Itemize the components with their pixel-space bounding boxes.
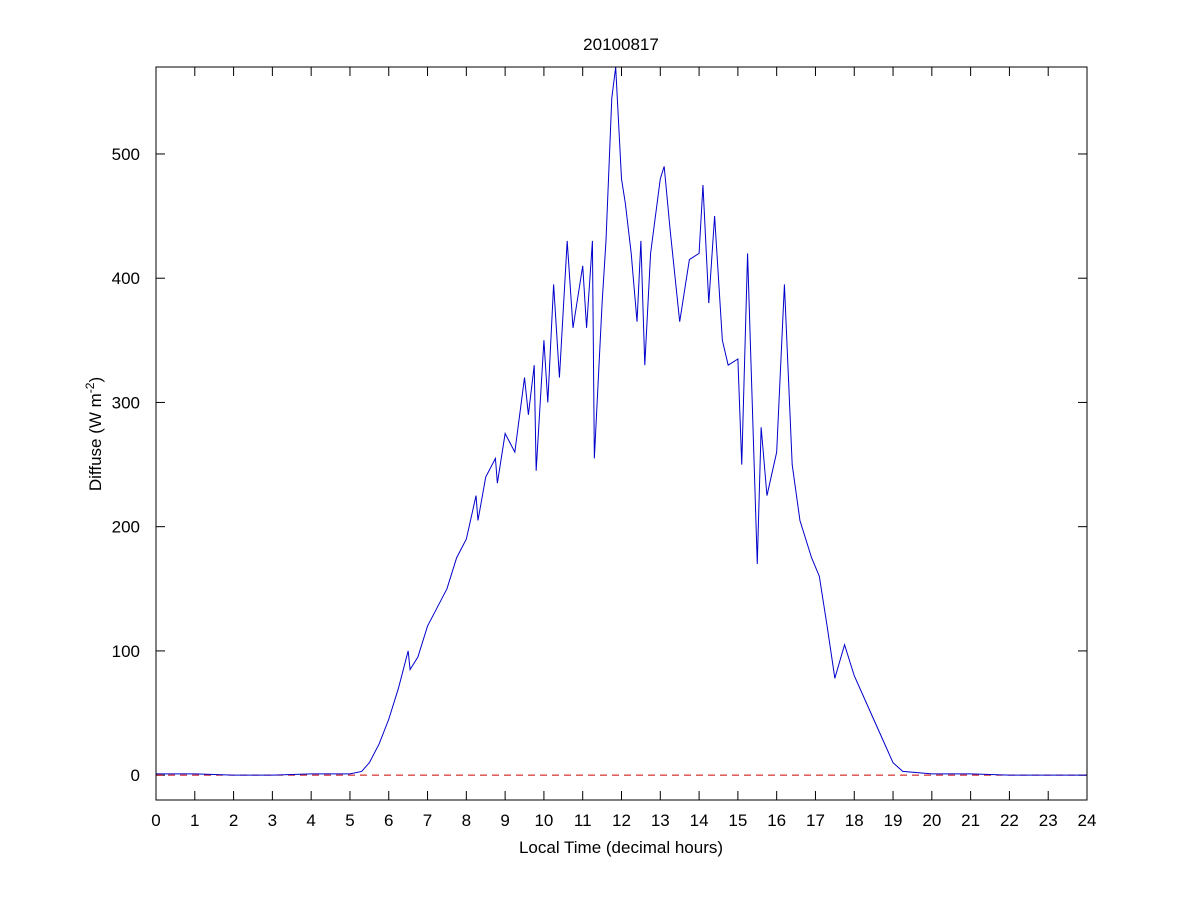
x-tick-label: 13	[651, 811, 670, 830]
x-tick-label: 21	[961, 811, 980, 830]
y-tick-label: 0	[131, 766, 140, 785]
y-label-end: )	[86, 377, 105, 383]
x-tick-label: 23	[1039, 811, 1058, 830]
x-tick-label: 6	[384, 811, 393, 830]
x-tick-label: 10	[534, 811, 553, 830]
x-tick-label: 0	[151, 811, 160, 830]
y-tick-label: 400	[112, 269, 140, 288]
y-tick-label: 300	[112, 393, 140, 412]
y-label-main: Diffuse (W m	[86, 393, 105, 491]
y-tick-label: 500	[112, 145, 140, 164]
x-tick-label: 18	[845, 811, 864, 830]
y-label-sup: -2	[83, 382, 97, 393]
x-tick-label: 5	[345, 811, 354, 830]
x-tick-label: 3	[268, 811, 277, 830]
x-tick-label: 22	[1000, 811, 1019, 830]
x-tick-label: 20	[922, 811, 941, 830]
y-axis-label: Diffuse (W m-2)	[83, 377, 105, 491]
x-tick-label: 16	[767, 811, 786, 830]
x-tick-label: 9	[500, 811, 509, 830]
x-tick-label: 4	[306, 811, 315, 830]
y-tick-label: 200	[112, 518, 140, 537]
x-tick-label: 7	[423, 811, 432, 830]
x-tick-label: 17	[806, 811, 825, 830]
x-tick-label: 8	[462, 811, 471, 830]
x-tick-label: 19	[884, 811, 903, 830]
x-tick-label: 24	[1078, 811, 1097, 830]
y-tick-label: 100	[112, 642, 140, 661]
x-tick-label: 15	[728, 811, 747, 830]
plot-frame	[155, 66, 1088, 801]
x-tick-label: 12	[612, 811, 631, 830]
x-axis-label: Local Time (decimal hours)	[519, 838, 723, 857]
x-tick-label: 1	[190, 811, 199, 830]
x-tick-label: 11	[574, 811, 592, 830]
chart-title: 20100817	[583, 35, 659, 54]
x-tick-label: 14	[690, 811, 709, 830]
x-tick-label: 2	[229, 811, 238, 830]
